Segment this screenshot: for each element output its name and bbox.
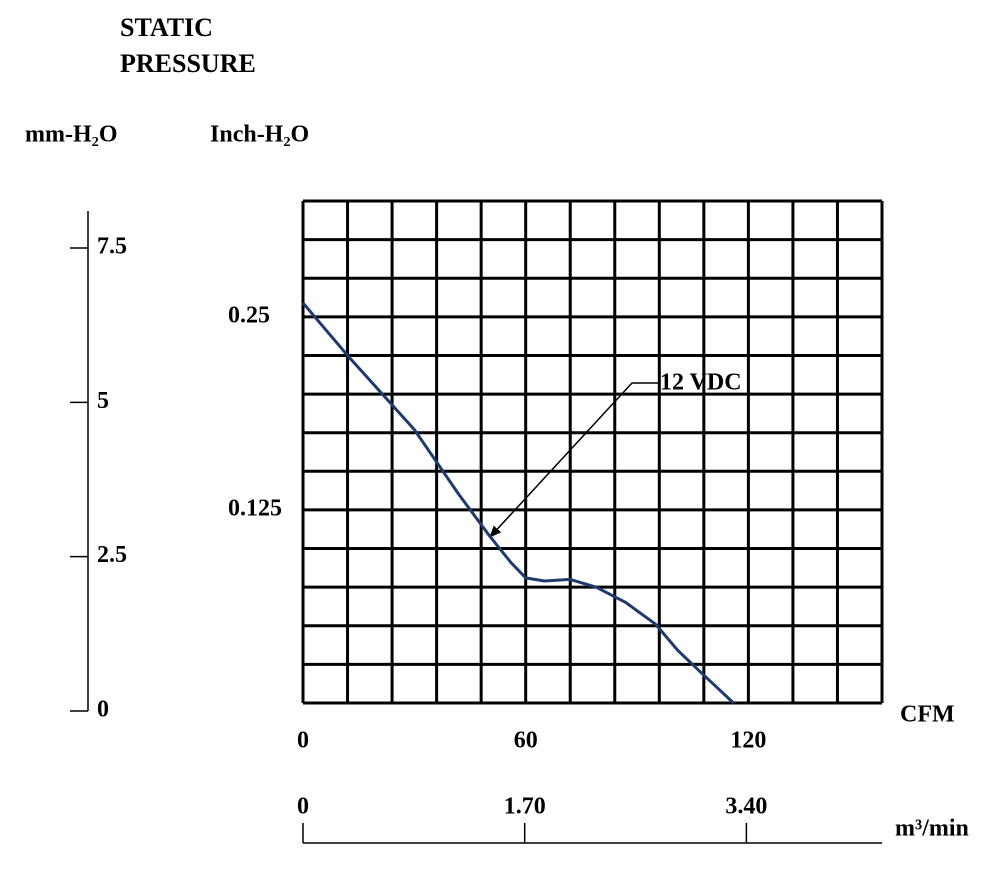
x-tick-label: 120 bbox=[730, 728, 766, 754]
y2-tick-label: 5 bbox=[97, 388, 109, 414]
y2-tick-label: 2.5 bbox=[97, 542, 127, 568]
y-axis-label: Inch-H₂O bbox=[210, 122, 309, 148]
x2-axis-label: m³/min bbox=[895, 816, 969, 842]
y-tick-label: 0.125 bbox=[228, 495, 282, 521]
chart-title: STATIC PRESSURE bbox=[120, 13, 256, 78]
series-line bbox=[301, 301, 735, 705]
y2-tick-label: 7.5 bbox=[97, 234, 127, 260]
x2-tick-label: 0 bbox=[297, 794, 309, 820]
y2-tick-label: 0 bbox=[97, 697, 109, 723]
y2-axis-label: mm-H₂O bbox=[25, 122, 118, 148]
annotation-arrow bbox=[489, 382, 660, 538]
x-tick-label: 60 bbox=[514, 728, 538, 754]
x-axis-label: CFM bbox=[900, 702, 955, 728]
y-tick-label: 0.25 bbox=[228, 302, 270, 328]
x-tick-label: 0 bbox=[297, 728, 309, 754]
series-annotation: 12 VDC bbox=[660, 370, 742, 396]
x2-tick-label: 3.40 bbox=[725, 794, 767, 820]
x2-tick-label: 1.70 bbox=[504, 794, 546, 820]
